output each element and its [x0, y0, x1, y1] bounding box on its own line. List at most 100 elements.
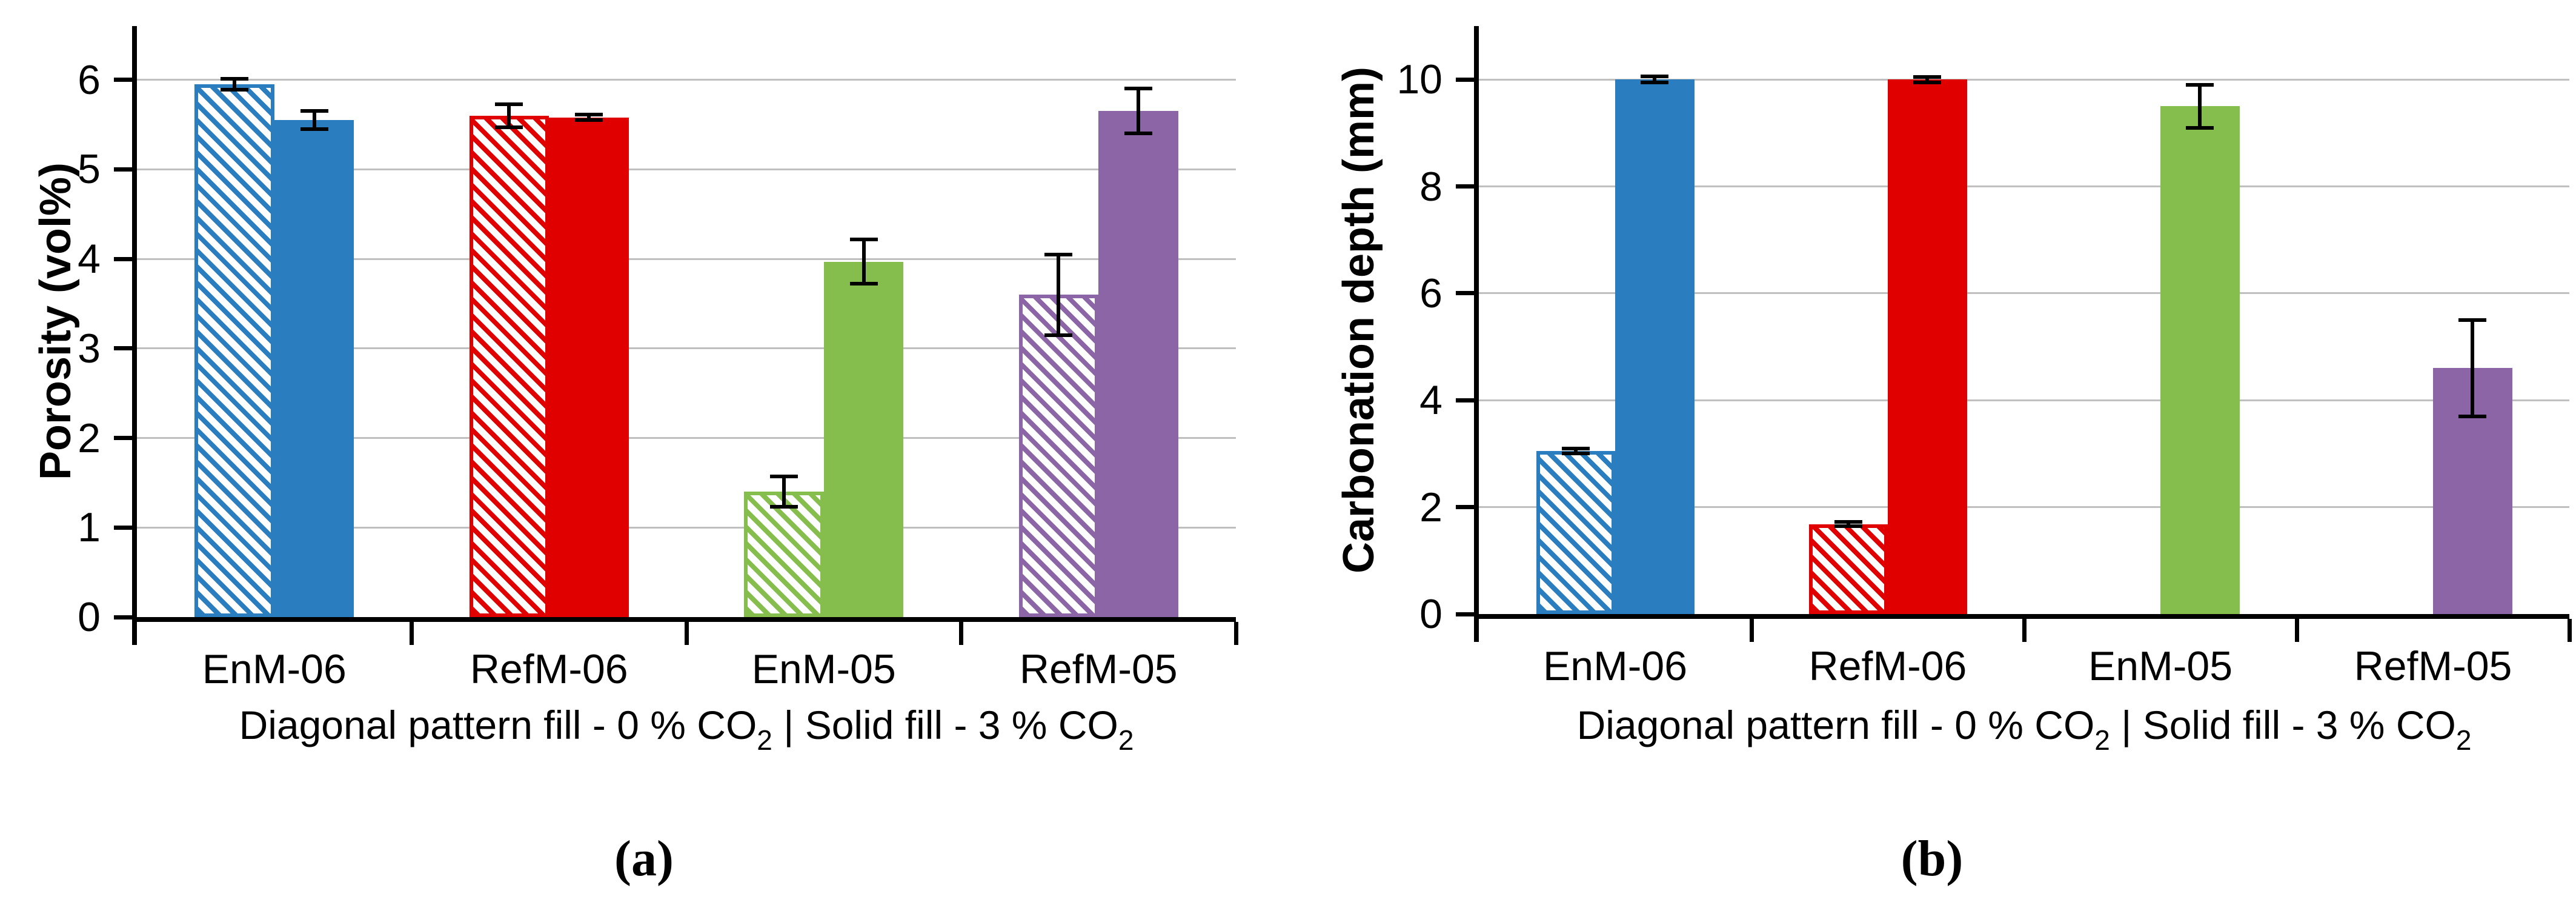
- gridline: [1479, 78, 2569, 81]
- y-tick-mark: [1456, 505, 1474, 510]
- y-tick-mark: [1456, 77, 1474, 82]
- bar-refm-05-solid: [1098, 111, 1178, 617]
- y-tick-label: 5: [78, 146, 101, 193]
- error-bar-cap-top: [300, 109, 328, 113]
- error-bar-cap-bottom: [1561, 452, 1590, 456]
- error-bar-line: [1573, 448, 1578, 454]
- error-bar-cap-top: [1044, 252, 1073, 256]
- fill-pattern-caption-b: Diagonal pattern fill - 0 % CO 2 | Solid …: [1577, 702, 2472, 756]
- bar-refm-06-solid: [549, 117, 629, 617]
- x-category-label: EnM-05: [751, 646, 896, 692]
- y-tick-label: 10: [1396, 56, 1442, 103]
- error-bar-cap-top: [769, 475, 798, 479]
- chart-panel-a: Porosity (vol%) 0 1 2 3 4 5 6 EnM-06 RefM-06 EnM-…: [32, 26, 1238, 887]
- error-bar-cap-top: [849, 237, 878, 241]
- x-tick-mark: [410, 622, 414, 645]
- y-tick-mark: [1456, 291, 1474, 296]
- plot-area-b: 0 2 4 6 8 10 EnM-06 RefM-06 EnM-05 RefM-05: [1396, 26, 2572, 687]
- error-bar-cap-bottom: [1913, 80, 1942, 84]
- error-bar-cap-bottom: [1834, 524, 1862, 529]
- y-tick-mark: [114, 78, 132, 82]
- error-bar-cap-top: [1124, 87, 1152, 91]
- error-bar-cap-top: [1641, 74, 1669, 78]
- x-axis-line: [132, 617, 1236, 622]
- bar-enm-06-solid: [274, 120, 354, 617]
- y-tick-mark: [114, 256, 132, 261]
- error-bar-cap-top: [1834, 520, 1862, 524]
- error-bar-cap-top: [2458, 318, 2487, 322]
- error-bar-line: [312, 111, 316, 129]
- x-axis-line: [1474, 614, 2569, 619]
- y-tick-label: 4: [78, 236, 101, 282]
- gridline: [137, 437, 1236, 439]
- y-tick-mark: [114, 615, 132, 619]
- bar-enm-05-hatched: [744, 492, 824, 617]
- y-tick-label: 1: [78, 504, 101, 551]
- bar-refm-06-solid: [1888, 79, 1967, 614]
- caption-subscript-2: 2: [2455, 724, 2472, 756]
- y-tick-label: 0: [1419, 591, 1442, 637]
- error-bar-line: [861, 239, 866, 284]
- y-tick-label: 4: [1419, 377, 1442, 424]
- error-bar-line: [507, 104, 511, 127]
- x-category-label: RefM-06: [470, 646, 628, 692]
- x-tick-mark: [684, 622, 689, 645]
- panel-label-a: (a): [614, 830, 674, 887]
- y-tick-mark: [1456, 184, 1474, 189]
- x-tick-mark: [1749, 619, 1754, 642]
- error-bar-line: [1653, 76, 1657, 83]
- y-axis-line: [1474, 26, 1479, 642]
- x-category-label: EnM-05: [2088, 643, 2233, 689]
- gridline: [137, 258, 1236, 260]
- y-tick-label: 0: [78, 594, 101, 640]
- x-category-label: RefM-05: [1019, 646, 1178, 692]
- bar-enm-05-solid: [2160, 106, 2240, 614]
- x-tick-mark: [1233, 622, 1238, 645]
- error-bar-cap-bottom: [495, 125, 523, 129]
- bar-enm-06-hatched: [1536, 451, 1615, 614]
- gridline: [137, 168, 1236, 170]
- caption-text-part1: Diagonal pattern fill - 0 % CO: [1576, 703, 2095, 747]
- x-tick-mark: [2022, 619, 2027, 642]
- error-bar-cap-top: [2186, 83, 2214, 87]
- error-bar-cap-bottom: [2458, 414, 2487, 418]
- bar-enm-06-hatched: [194, 84, 274, 617]
- error-bar-cap-bottom: [1044, 333, 1073, 337]
- y-tick-mark: [114, 346, 132, 351]
- error-bar-line: [232, 79, 236, 90]
- caption-text-part2: | Solid fill - 3 % CO: [2110, 703, 2456, 747]
- error-bar-cap-top: [1913, 75, 1942, 79]
- y-tick-label: 3: [78, 325, 101, 372]
- x-tick-mark: [2294, 619, 2299, 642]
- error-bar-cap-bottom: [575, 118, 603, 122]
- bar-refm-06-hatched: [1808, 524, 1888, 614]
- gridline: [1479, 399, 2569, 401]
- x-tick-mark: [2567, 619, 2572, 642]
- error-bar-cap-bottom: [769, 505, 798, 509]
- y-tick-label: 2: [78, 415, 101, 461]
- error-bar-cap-bottom: [1124, 132, 1152, 136]
- error-bar-line: [782, 476, 786, 507]
- error-bar-line: [1057, 254, 1061, 335]
- y-tick-mark: [114, 167, 132, 172]
- fill-pattern-caption-a: Diagonal pattern fill - 0 % CO2 | Solid …: [239, 702, 1134, 756]
- error-bar-cap-top: [575, 113, 603, 117]
- y-tick-label: 6: [1419, 270, 1442, 316]
- bar-refm-06-hatched: [469, 115, 549, 617]
- bar-refm-05-hatched: [1018, 295, 1099, 617]
- caption-text-part1: Diagonal pattern fill - 0 % CO: [239, 703, 757, 747]
- error-bar-cap-top: [220, 77, 248, 81]
- y-tick-mark: [1456, 398, 1474, 402]
- caption-text-part2: | Solid fill - 3 % CO: [772, 703, 1118, 747]
- error-bar-cap-bottom: [849, 282, 878, 286]
- error-bar-line: [1925, 76, 1930, 82]
- bar-enm-06-solid: [1615, 79, 1695, 614]
- x-category-label: RefM-06: [1808, 643, 1967, 689]
- error-bar-cap-bottom: [220, 87, 248, 92]
- error-bar-cap-top: [1561, 446, 1590, 450]
- error-bar-line: [1137, 88, 1140, 134]
- chart-panel-b: Carbonation depth (mm) 0 2 4 6 8 10 EnM-06 RefM…: [1288, 0, 2576, 905]
- bar-enm-05-solid: [823, 261, 904, 617]
- gridline: [137, 79, 1236, 81]
